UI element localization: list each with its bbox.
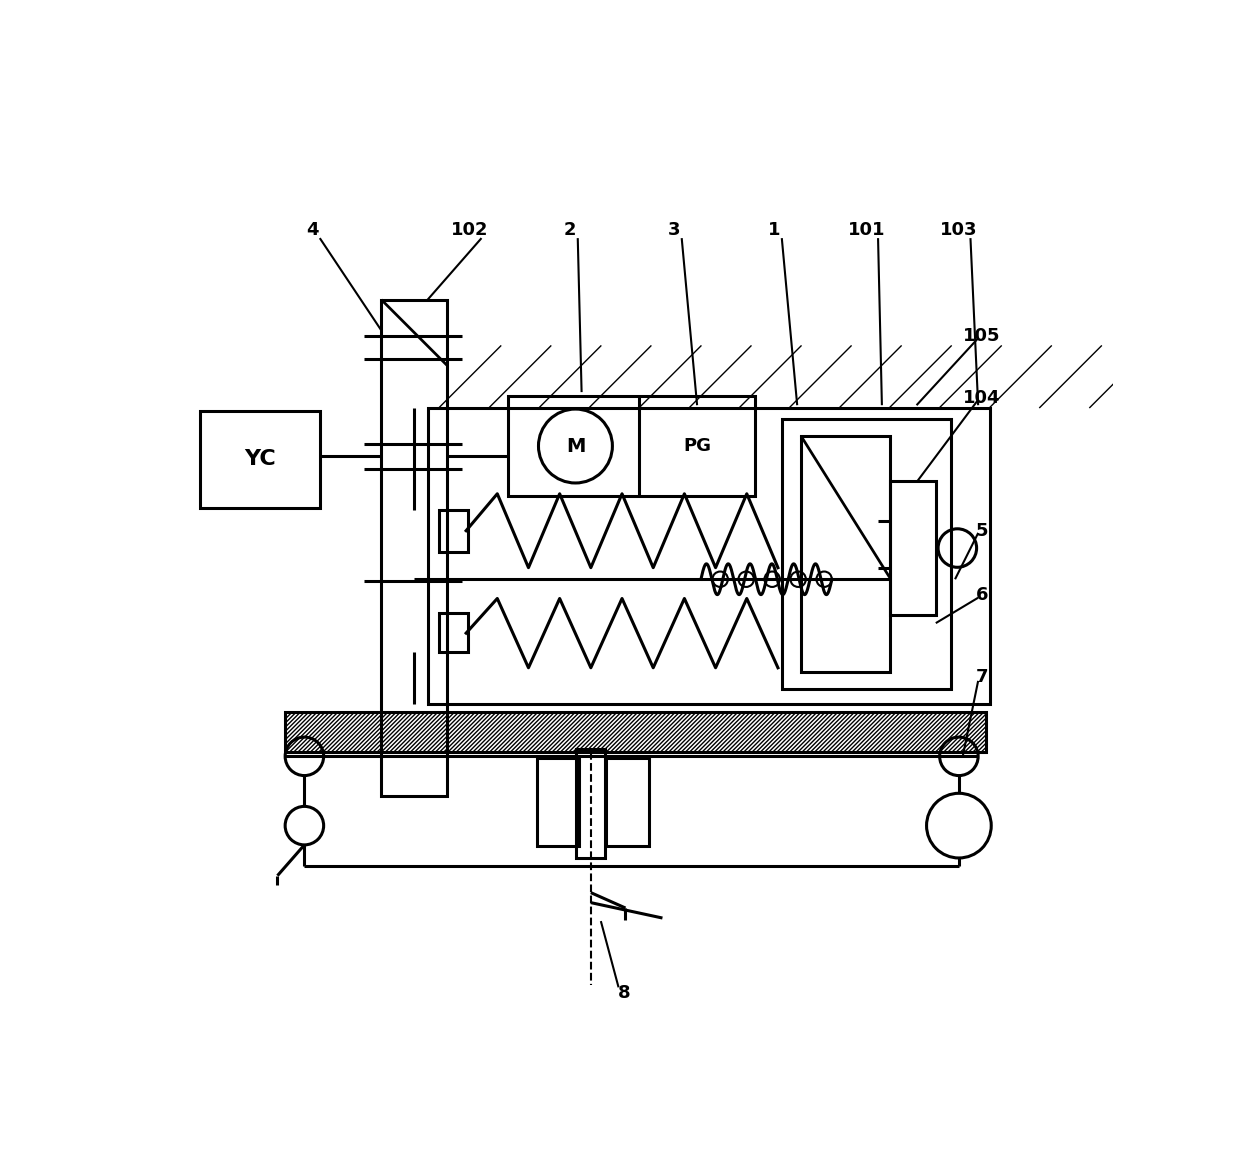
Text: M: M [565, 436, 585, 456]
Text: 5: 5 [976, 522, 988, 540]
Bar [428, 407, 990, 704]
Bar [801, 436, 889, 671]
Bar [439, 613, 469, 651]
Text: PG: PG [683, 437, 711, 455]
Text: YC: YC [244, 449, 277, 470]
Bar [382, 300, 446, 797]
Text: 105: 105 [963, 327, 1001, 345]
Bar [201, 412, 320, 507]
Text: 3: 3 [668, 221, 681, 240]
Bar [285, 712, 986, 751]
Text: 101: 101 [848, 221, 885, 240]
Text: 4: 4 [306, 221, 319, 240]
Text: 1: 1 [768, 221, 780, 240]
Text: 102: 102 [451, 221, 489, 240]
Text: 103: 103 [940, 221, 977, 240]
Text: 104: 104 [963, 388, 1001, 407]
Text: 8: 8 [618, 984, 630, 1001]
Bar [606, 758, 649, 847]
Bar [781, 419, 951, 688]
Text: 7: 7 [976, 668, 988, 686]
Bar [577, 749, 605, 858]
Bar [439, 509, 469, 551]
Bar [537, 758, 579, 847]
Text: 2: 2 [564, 221, 577, 240]
Bar [889, 480, 936, 615]
Bar [508, 395, 755, 497]
Text: 6: 6 [976, 586, 988, 604]
